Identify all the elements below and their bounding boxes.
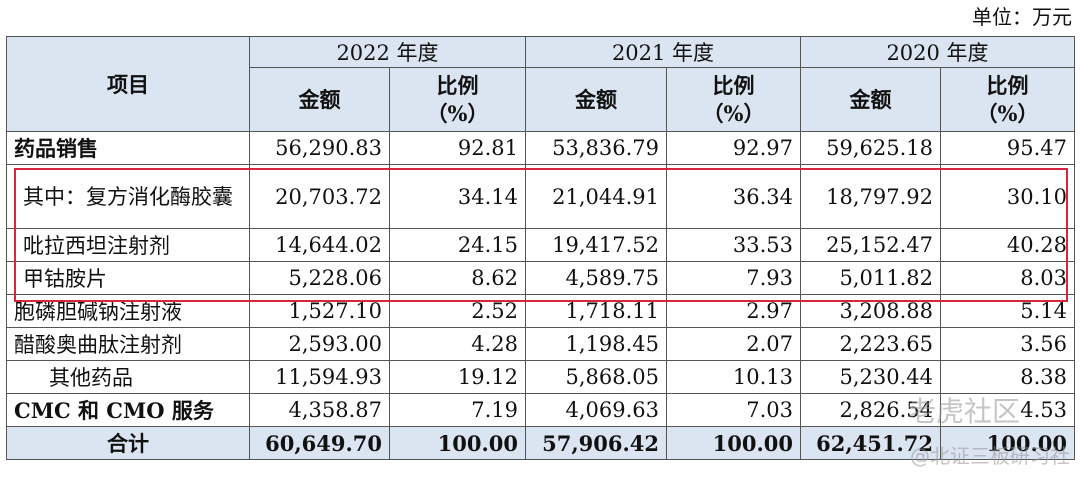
unit-label: 单位：万元 — [972, 5, 1072, 29]
cell-ratio-2022: 2.52 — [389, 294, 526, 328]
cell-ratio-2021: 10.13 — [666, 360, 801, 394]
cell-ratio-2021: 7.03 — [666, 393, 801, 427]
row-label: 其中：复方消化酶胶囊 — [6, 164, 250, 229]
header-ratio-line1: 比例 — [436, 72, 479, 98]
cell-ratio-2022: 8.62 — [389, 261, 526, 295]
cell-amount-2021: 1,718.11 — [525, 294, 667, 328]
row-label: 胞磷胆碱钠注射液 — [6, 294, 250, 328]
cell-amount-2022: 56,290.83 — [249, 131, 390, 165]
cell-amount-2020: 59,625.18 — [800, 131, 941, 165]
cell-amount-2021: 5,868.05 — [525, 360, 667, 394]
total-row: 合计 60,649.70 100.00 57,906.42 100.00 62,… — [6, 426, 1075, 460]
header-ratio: 比例 （%） — [940, 67, 1075, 132]
cell-ratio-2021: 100.00 — [666, 426, 801, 460]
table-row: 醋酸奥曲肽注射剂 2,593.00 4.28 1,198.45 2.07 2,2… — [6, 327, 1075, 361]
header-ratio-line1: 比例 — [986, 72, 1029, 98]
row-label: 合计 — [6, 426, 250, 460]
cell-amount-2021: 53,836.79 — [525, 131, 667, 165]
cell-amount-2020: 2,826.54 — [800, 393, 941, 427]
cell-amount-2022: 4,358.87 — [249, 393, 390, 427]
cell-amount-2020: 3,208.88 — [800, 294, 941, 328]
row-label: 吡拉西坦注射剂 — [6, 228, 250, 262]
cell-amount-2020: 25,152.47 — [800, 228, 941, 262]
row-label: 甲钴胺片 — [6, 261, 250, 295]
header-amount: 金额 — [525, 67, 667, 132]
cell-amount-2020: 18,797.92 — [800, 164, 941, 229]
cell-ratio-2022: 92.81 — [389, 131, 526, 165]
header-ratio-line2: （%） — [976, 100, 1039, 126]
row-label: CMC 和 CMO 服务 — [6, 393, 250, 427]
header-ratio-line1: 比例 — [712, 72, 755, 98]
header-ratio-line2: （%） — [702, 100, 765, 126]
cell-ratio-2022: 24.15 — [389, 228, 526, 262]
table-row: 其他药品 11,594.93 19.12 5,868.05 10.13 5,23… — [6, 360, 1075, 394]
cell-ratio-2021: 2.97 — [666, 294, 801, 328]
cell-amount-2022: 5,228.06 — [249, 261, 390, 295]
cell-amount-2020: 62,451.72 — [800, 426, 941, 460]
cell-ratio-2021: 36.34 — [666, 164, 801, 229]
cell-ratio-2021: 2.07 — [666, 327, 801, 361]
cell-amount-2022: 2,593.00 — [249, 327, 390, 361]
cell-ratio-2020: 3.56 — [940, 327, 1075, 361]
revenue-table: 项目 2022 年度 2021 年度 2020 年度 金额 比例 （%） 金额 比… — [6, 36, 1075, 460]
cell-amount-2021: 21,044.91 — [525, 164, 667, 229]
cell-ratio-2022: 100.00 — [389, 426, 526, 460]
cell-ratio-2022: 34.14 — [389, 164, 526, 229]
table-row: 其中：复方消化酶胶囊 20,703.72 34.14 21,044.91 36.… — [6, 164, 1075, 229]
table-row: 药品销售 56,290.83 92.81 53,836.79 92.97 59,… — [6, 131, 1075, 165]
table-row: 胞磷胆碱钠注射液 1,527.10 2.52 1,718.11 2.97 3,2… — [6, 294, 1075, 328]
cell-ratio-2020: 5.14 — [940, 294, 1075, 328]
header-ratio-line2: （%） — [426, 100, 489, 126]
header-year-2022: 2022 年度 — [249, 36, 526, 68]
cell-ratio-2020: 30.10 — [940, 164, 1075, 229]
table-row: 吡拉西坦注射剂 14,644.02 24.15 19,417.52 33.53 … — [6, 228, 1075, 262]
cell-ratio-2020: 8.03 — [940, 261, 1075, 295]
header-ratio: 比例 （%） — [666, 67, 801, 132]
cell-amount-2021: 4,589.75 — [525, 261, 667, 295]
cell-ratio-2020: 95.47 — [940, 131, 1075, 165]
table-row: CMC 和 CMO 服务 4,358.87 7.19 4,069.63 7.03… — [6, 393, 1075, 427]
header-ratio: 比例 （%） — [389, 67, 526, 132]
cell-ratio-2022: 4.28 — [389, 327, 526, 361]
cell-ratio-2021: 92.97 — [666, 131, 801, 165]
cell-amount-2022: 1,527.10 — [249, 294, 390, 328]
cell-ratio-2021: 33.53 — [666, 228, 801, 262]
cell-ratio-2020: 8.38 — [940, 360, 1075, 394]
cell-amount-2021: 19,417.52 — [525, 228, 667, 262]
cell-amount-2022: 60,649.70 — [249, 426, 390, 460]
cell-ratio-2022: 19.12 — [389, 360, 526, 394]
row-label: 药品销售 — [6, 131, 250, 165]
row-label: 醋酸奥曲肽注射剂 — [6, 327, 250, 361]
cell-amount-2021: 57,906.42 — [525, 426, 667, 460]
header-year-2021: 2021 年度 — [525, 36, 801, 68]
cell-amount-2020: 5,011.82 — [800, 261, 941, 295]
cell-amount-2022: 14,644.02 — [249, 228, 390, 262]
table-row: 甲钴胺片 5,228.06 8.62 4,589.75 7.93 5,011.8… — [6, 261, 1075, 295]
cell-amount-2022: 11,594.93 — [249, 360, 390, 394]
cell-ratio-2022: 7.19 — [389, 393, 526, 427]
header-amount: 金额 — [800, 67, 941, 132]
cell-amount-2020: 5,230.44 — [800, 360, 941, 394]
cell-ratio-2020: 100.00 — [940, 426, 1075, 460]
header-amount: 金额 — [249, 67, 390, 132]
cell-ratio-2020: 4.53 — [940, 393, 1075, 427]
header-item: 项目 — [6, 36, 250, 132]
cell-amount-2021: 1,198.45 — [525, 327, 667, 361]
cell-amount-2022: 20,703.72 — [249, 164, 390, 229]
cell-amount-2020: 2,223.65 — [800, 327, 941, 361]
cell-ratio-2020: 40.28 — [940, 228, 1075, 262]
row-label: 其他药品 — [6, 360, 250, 394]
cell-ratio-2021: 7.93 — [666, 261, 801, 295]
cell-amount-2021: 4,069.63 — [525, 393, 667, 427]
header-year-2020: 2020 年度 — [800, 36, 1075, 68]
